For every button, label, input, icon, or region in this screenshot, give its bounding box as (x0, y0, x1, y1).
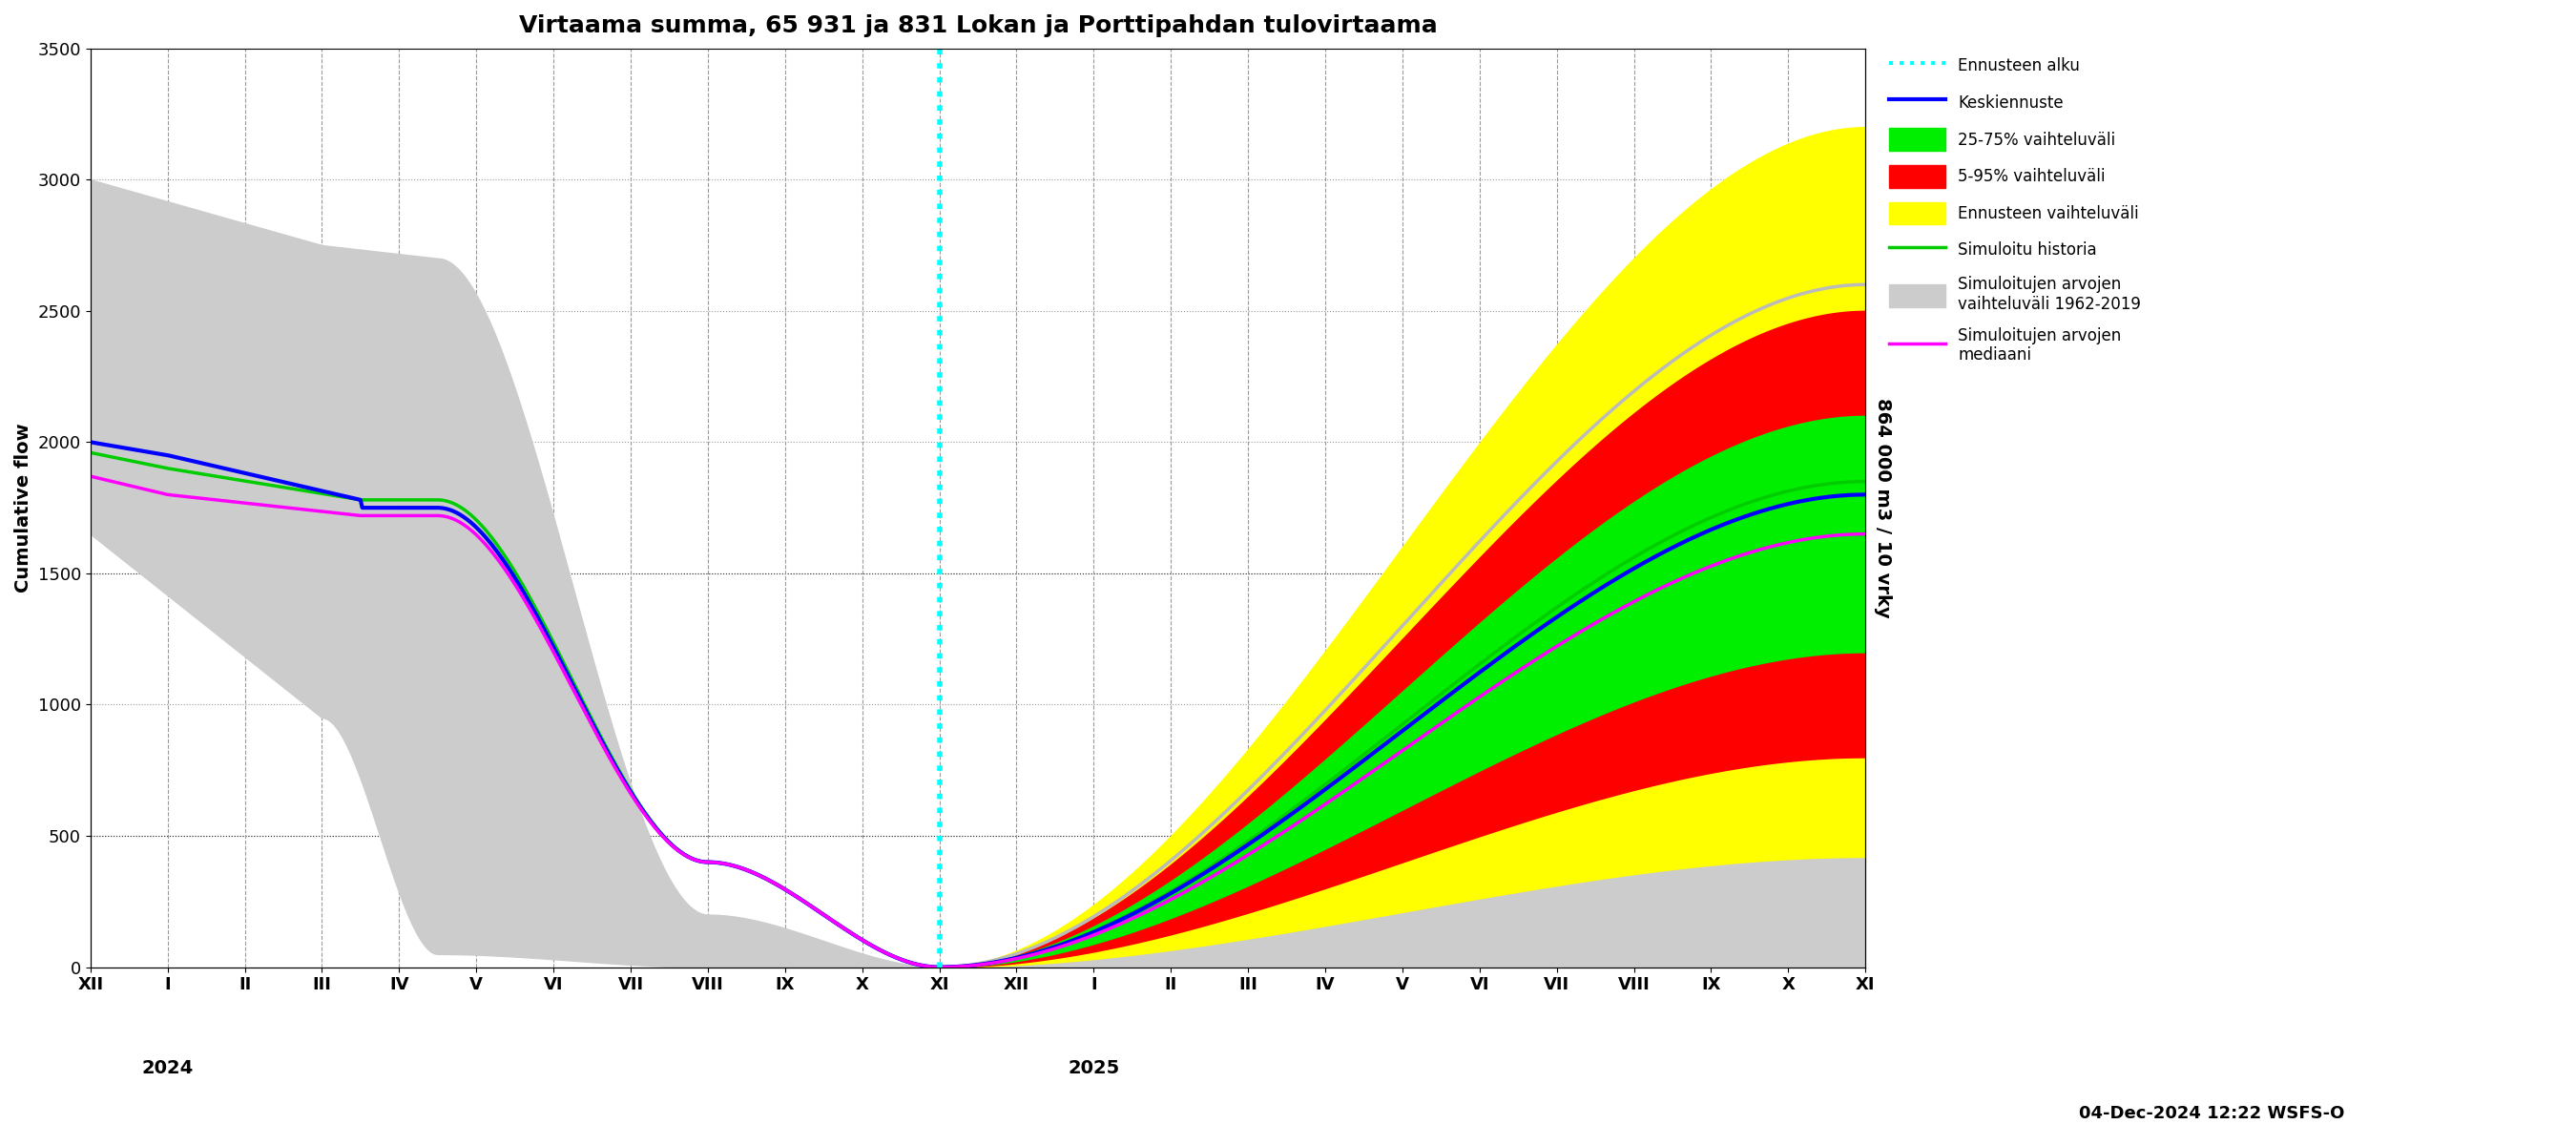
Y-axis label: Cumulative flow: Cumulative flow (15, 423, 33, 592)
Y-axis label: 864 000 m3 / 10 vrky: 864 000 m3 / 10 vrky (1873, 397, 1891, 618)
Title: Virtaama summa, 65 931 ja 831 Lokan ja Porttipahdan tulovirtaama: Virtaama summa, 65 931 ja 831 Lokan ja P… (518, 14, 1437, 37)
Text: 04-Dec-2024 12:22 WSFS-O: 04-Dec-2024 12:22 WSFS-O (2079, 1105, 2344, 1122)
Legend: Ennusteen alku, Keskiennuste, 25-75% vaihteluväli, 5-95% vaihteluväli, Ennusteen: Ennusteen alku, Keskiennuste, 25-75% vai… (1883, 48, 2148, 370)
Text: 2025: 2025 (1069, 1059, 1121, 1077)
Text: 2024: 2024 (142, 1059, 193, 1077)
